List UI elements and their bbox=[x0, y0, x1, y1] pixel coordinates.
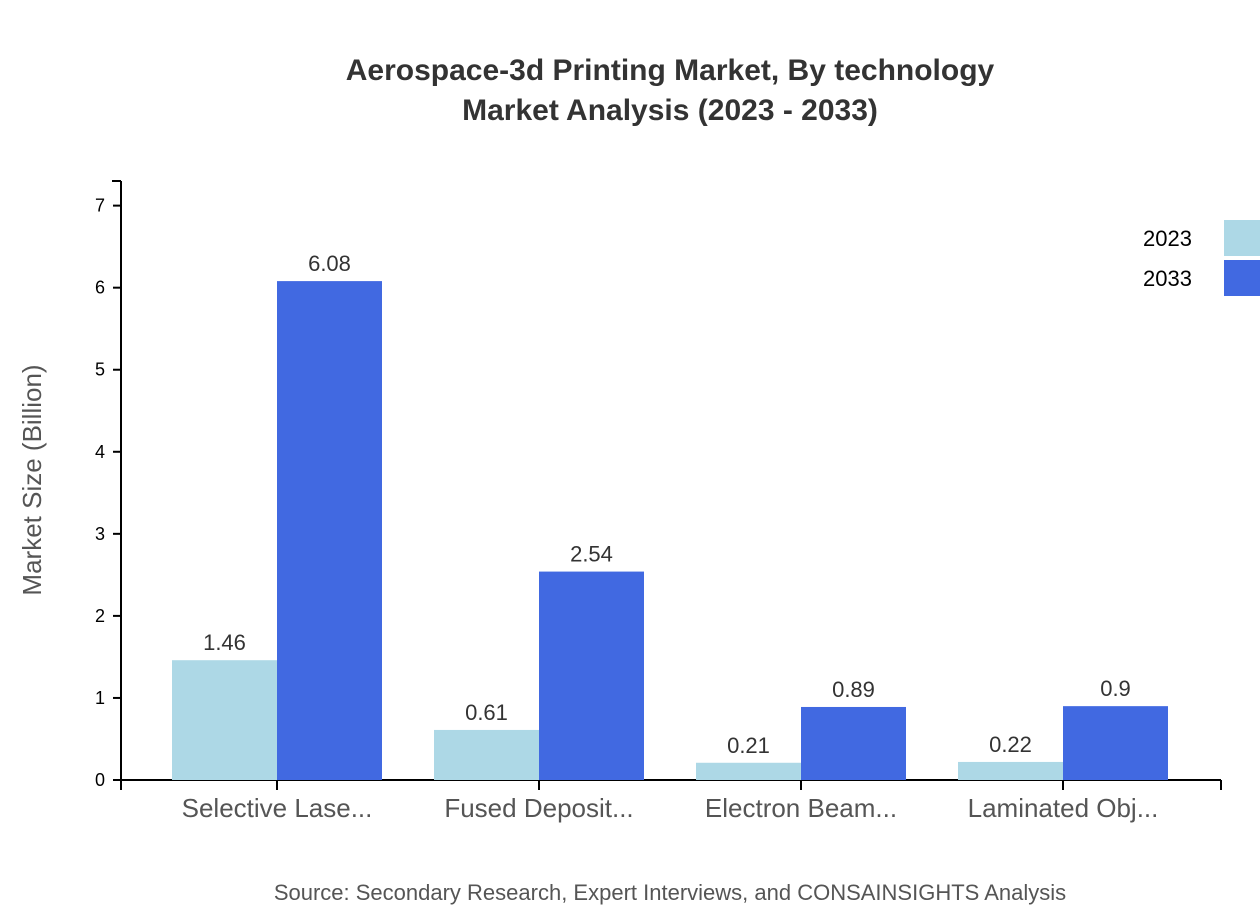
x-tick-label: Laminated Obj... bbox=[968, 793, 1159, 823]
x-tick-label: Fused Deposit... bbox=[444, 793, 633, 823]
bar-2033 bbox=[1063, 706, 1168, 780]
legend-swatch bbox=[1224, 260, 1260, 296]
data-label: 0.22 bbox=[989, 732, 1032, 757]
chart-subtitle: Market Analysis (2023 - 2033) bbox=[462, 94, 878, 127]
data-label: 6.08 bbox=[308, 251, 351, 276]
y-axis-label: Market Size (Billion) bbox=[17, 364, 47, 595]
data-label: 0.9 bbox=[1100, 676, 1131, 701]
y-tick-label: 0 bbox=[95, 770, 105, 790]
y-tick-label: 5 bbox=[95, 360, 105, 380]
y-tick-label: 6 bbox=[95, 278, 105, 298]
bar-2033 bbox=[801, 706, 906, 780]
data-label: 1.46 bbox=[203, 630, 246, 655]
legend: 2023 2033 bbox=[1143, 220, 1260, 296]
x-tick-label: Selective Lase... bbox=[182, 793, 373, 823]
legend-label: 2033 bbox=[1143, 266, 1192, 291]
x-tick-label: Electron Beam... bbox=[705, 793, 897, 823]
data-label: 0.89 bbox=[832, 677, 875, 702]
legend-label: 2023 bbox=[1143, 226, 1192, 251]
bar-2023 bbox=[434, 729, 539, 780]
bar-2023 bbox=[958, 761, 1063, 780]
data-label: 0.21 bbox=[727, 733, 770, 758]
bar-2033 bbox=[277, 281, 382, 780]
bar-2033 bbox=[539, 571, 644, 780]
legend-swatch bbox=[1224, 220, 1260, 256]
bars: 1.46 6.08 0.61 2.54 0.21 0.89 0.22 0.9 bbox=[172, 251, 1168, 780]
y-tick-label: 4 bbox=[95, 442, 105, 462]
y-tick-label: 1 bbox=[95, 688, 105, 708]
data-label: 2.54 bbox=[570, 542, 613, 567]
source-note: Source: Secondary Research, Expert Inter… bbox=[274, 880, 1066, 905]
data-label: 0.61 bbox=[465, 700, 508, 725]
bar-2023 bbox=[696, 762, 801, 780]
y-tick-label: 2 bbox=[95, 606, 105, 626]
y-axis: 0 1 2 3 4 5 6 7 bbox=[95, 180, 122, 790]
chart-title: Aerospace-3d Printing Market, By technol… bbox=[346, 54, 995, 87]
bar-2023 bbox=[172, 660, 277, 780]
y-tick-label: 3 bbox=[95, 524, 105, 544]
x-axis: Selective Lase... Fused Deposit... Electro… bbox=[120, 779, 1222, 823]
y-tick-label: 7 bbox=[95, 196, 105, 216]
